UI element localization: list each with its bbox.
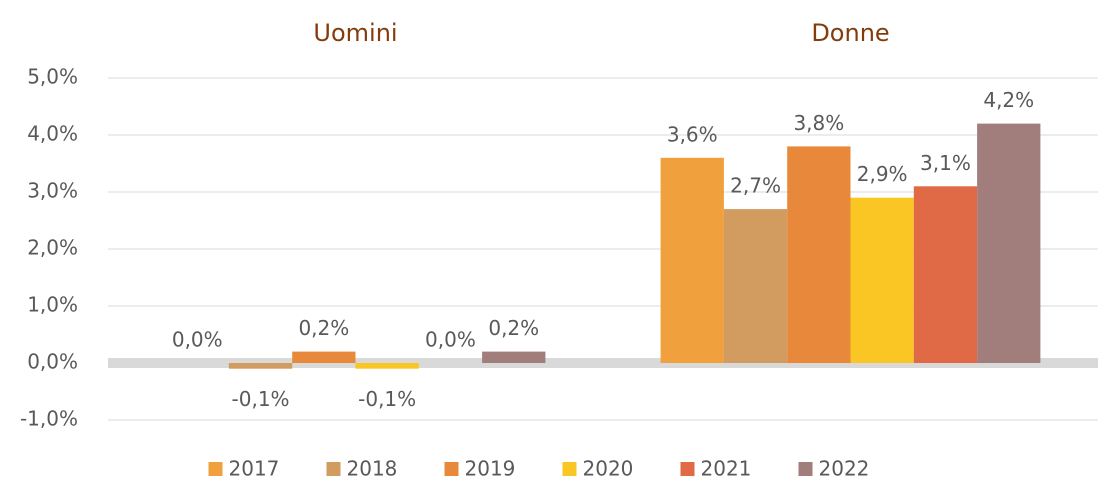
- bar: [977, 123, 1041, 363]
- data-label: -0,1%: [232, 387, 290, 411]
- legend-swatch: [326, 462, 341, 476]
- y-tick-label: 5,0%: [27, 65, 78, 89]
- bar: [482, 351, 546, 363]
- y-tick-label: -1,0%: [20, 407, 78, 431]
- data-label: 0,0%: [172, 328, 223, 352]
- data-label: -0,1%: [358, 387, 416, 411]
- legend-swatch: [562, 462, 577, 476]
- data-label: 2,9%: [857, 162, 908, 186]
- category-title: Uomini: [313, 19, 397, 47]
- legend-label: 2021: [701, 457, 752, 481]
- bar: [850, 197, 914, 363]
- bar: [913, 186, 978, 363]
- legend-swatch: [680, 462, 695, 476]
- legend-label: 2018: [347, 457, 398, 481]
- data-label: 3,6%: [667, 122, 718, 146]
- legend-swatch: [208, 462, 223, 476]
- bar: [228, 363, 293, 369]
- data-label: 0,0%: [425, 328, 476, 352]
- legend-swatch: [444, 462, 459, 476]
- category-title: Donne: [811, 19, 889, 47]
- y-tick-label: 1,0%: [27, 293, 78, 317]
- data-label: 3,1%: [920, 151, 971, 175]
- data-label: 4,2%: [983, 88, 1034, 112]
- y-tick-label: 3,0%: [27, 179, 78, 203]
- legend-label: 2017: [229, 457, 280, 481]
- legend-label: 2022: [819, 457, 870, 481]
- y-tick-label: 2,0%: [27, 236, 78, 260]
- y-tick-label: 0,0%: [27, 350, 78, 374]
- legend-swatch: [798, 462, 813, 476]
- bar: [660, 157, 724, 363]
- legend-label: 2020: [583, 457, 634, 481]
- bar: [723, 209, 788, 363]
- data-label: 0,2%: [298, 316, 349, 340]
- y-tick-label: 4,0%: [27, 122, 78, 146]
- data-label: 3,8%: [793, 111, 844, 135]
- data-label: 0,2%: [488, 316, 539, 340]
- data-label: 2,7%: [730, 174, 781, 198]
- bar: [787, 146, 851, 363]
- bar: [292, 351, 356, 363]
- legend-label: 2019: [465, 457, 516, 481]
- bar: [355, 363, 419, 369]
